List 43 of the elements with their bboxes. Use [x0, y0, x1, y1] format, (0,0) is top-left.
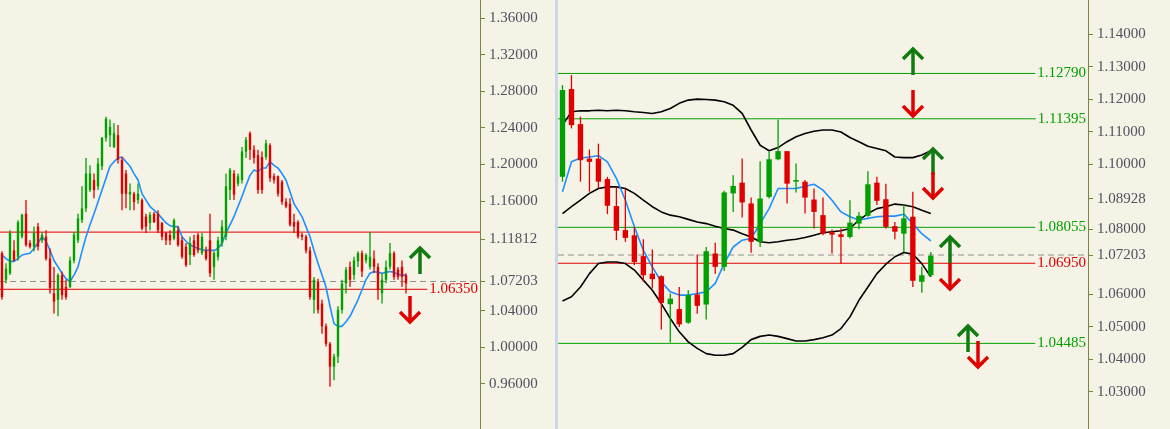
candlestick [622, 187, 629, 243]
ref-line-label: 1.11395 [1037, 109, 1086, 126]
candlestick [874, 176, 880, 206]
y-tick-label: 1.08928 [1097, 189, 1146, 206]
candlestick [793, 162, 799, 194]
y-tick-label: 1.05000 [1097, 317, 1146, 334]
ref-line-label: 1.08055 [1037, 218, 1086, 235]
y-tick-label: 1.04000 [489, 301, 538, 318]
y-tick-label: 0.96000 [489, 374, 538, 391]
ref-line-label: 1.04485 [1037, 334, 1086, 351]
candlestick [829, 228, 835, 255]
y-tick-label: 1.28000 [489, 82, 538, 99]
y-tick-label: 1.11000 [1097, 122, 1146, 139]
candlestick [820, 196, 826, 236]
ref-line-label: 1.12790 [1037, 64, 1086, 81]
y-tick-label: 1.16000 [489, 191, 538, 208]
candlestick [919, 266, 925, 294]
y-tick-label: 1.03000 [1097, 382, 1146, 399]
y-tick-label: 1.11812 [489, 230, 538, 247]
y-tick-label: 1.00000 [489, 338, 538, 355]
y-tick-label: 1.04000 [1097, 350, 1146, 367]
y-tick-label: 1.10000 [1097, 155, 1146, 172]
ref-line-label: 1.06950 [1037, 254, 1086, 271]
candlestick [739, 157, 745, 219]
y-tick-label: 1.14000 [1097, 25, 1146, 42]
y-tick-label: 1.13000 [1097, 57, 1146, 74]
candlestick [892, 221, 898, 240]
y-tick-label: 1.36000 [489, 8, 538, 25]
candlestick [595, 143, 602, 190]
y-tick-label: 1.20000 [489, 155, 538, 172]
candlestick [811, 187, 817, 230]
candlestick [730, 174, 736, 213]
y-tick-label: 1.12000 [1097, 90, 1146, 107]
candlestick [802, 179, 808, 215]
y-tick-label: 1.08000 [1097, 220, 1146, 237]
candlestick [928, 251, 934, 278]
y-tick-label: 1.06000 [1097, 285, 1146, 302]
y-tick-label: 1.32000 [489, 45, 538, 62]
candlestick [676, 286, 682, 328]
y-tick-label: 1.07203 [489, 272, 538, 289]
ref-line-label: 1.06350 [429, 280, 478, 297]
y-tick-label: 1.24000 [489, 118, 538, 135]
y-tick-label: 1.07203 [1097, 245, 1146, 262]
